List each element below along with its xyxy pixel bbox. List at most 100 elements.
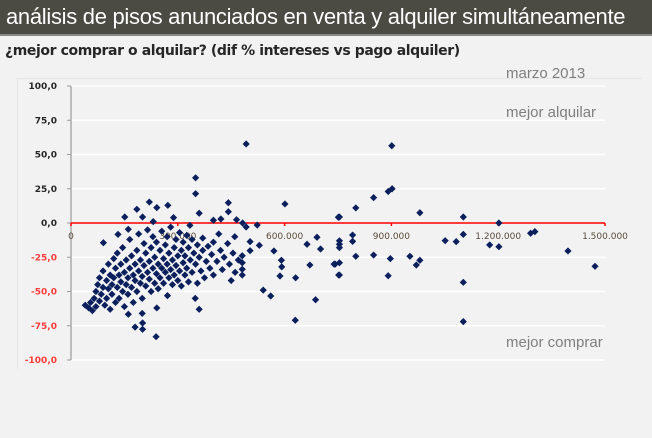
y-tick-label: 75,0: [35, 116, 57, 126]
data-point: [117, 278, 125, 286]
data-point: [277, 256, 285, 264]
data-point: [495, 219, 503, 227]
data-point: [164, 201, 172, 209]
data-point: [99, 283, 107, 291]
data-point: [143, 268, 152, 276]
data-point: [149, 264, 157, 272]
data-point: [153, 304, 161, 312]
x-tick-label: 0: [68, 232, 74, 242]
data-point: [169, 214, 178, 222]
data-point: [124, 310, 132, 318]
x-tick-label: 300.000: [159, 232, 196, 242]
data-point: [95, 274, 104, 282]
data-point: [384, 272, 392, 280]
data-point: [195, 253, 203, 261]
data-point: [246, 238, 254, 246]
data-point: [113, 249, 121, 257]
data-point: [246, 247, 254, 255]
data-point: [151, 253, 159, 261]
data-point: [138, 325, 147, 333]
data-point: [152, 238, 161, 246]
slide-title: análisis de pisos anunciados en venta y …: [6, 4, 626, 29]
data-point: [204, 242, 212, 250]
x-tick-label: 600.000: [266, 232, 303, 242]
data-point: [412, 261, 420, 269]
data-point: [232, 216, 241, 224]
y-tick-label: -50,0: [31, 288, 57, 298]
data-point: [159, 255, 168, 263]
data-point: [276, 272, 284, 280]
data-point: [564, 247, 572, 255]
data-point: [195, 209, 203, 217]
data-point: [215, 230, 223, 238]
data-point: [181, 271, 189, 279]
data-point: [192, 260, 200, 268]
data-point: [122, 256, 130, 264]
data-point: [238, 265, 246, 273]
data-point: [316, 245, 325, 253]
data-point: [124, 274, 132, 282]
data-point: [231, 268, 239, 276]
data-point: [120, 268, 128, 276]
data-point: [86, 298, 95, 307]
data-point: [129, 271, 137, 279]
data-point: [136, 256, 145, 264]
data-point: [190, 249, 198, 257]
data-point: [90, 294, 98, 302]
data-point: [591, 262, 599, 270]
data-point: [142, 249, 150, 257]
data-point: [121, 213, 129, 221]
data-point: [168, 256, 177, 264]
data-point: [216, 246, 225, 254]
data-point: [179, 238, 187, 246]
data-point: [348, 237, 357, 245]
data-point: [170, 271, 178, 279]
data-point: [199, 246, 207, 254]
data-point: [145, 275, 153, 283]
data-point: [193, 279, 201, 287]
data-point: [138, 272, 146, 281]
data-point: [126, 235, 134, 244]
data-point: [242, 223, 250, 231]
data-point: [119, 287, 127, 296]
data-point: [335, 271, 343, 279]
data-point: [242, 140, 250, 148]
data-point: [459, 278, 467, 286]
data-point: [92, 302, 100, 311]
data-point: [114, 230, 122, 238]
data-point: [259, 286, 267, 294]
data-point: [138, 319, 147, 327]
data-point: [352, 252, 360, 260]
data-point: [183, 231, 191, 239]
data-point: [303, 240, 311, 248]
data-point: [195, 305, 203, 313]
data-point: [335, 244, 344, 252]
data-point: [206, 264, 214, 272]
data-point: [110, 255, 118, 263]
data-point: [416, 209, 424, 217]
data-point: [99, 267, 107, 275]
data-point: [208, 250, 216, 259]
data-point: [131, 276, 139, 285]
data-point: [406, 252, 414, 260]
data-point: [225, 260, 234, 268]
data-point: [224, 199, 232, 207]
data-point: [158, 264, 166, 272]
data-point: [142, 282, 150, 290]
data-point: [99, 239, 107, 247]
x-tick-label: 1.200.000: [475, 232, 521, 242]
data-point: [124, 225, 132, 233]
data-point: [370, 251, 378, 259]
data-point: [149, 233, 157, 241]
data-point: [156, 246, 164, 254]
data-point: [163, 260, 171, 268]
data-point: [168, 281, 177, 289]
data-point: [193, 241, 201, 249]
data-point: [186, 221, 194, 229]
data-point: [311, 296, 320, 304]
data-point: [281, 200, 289, 208]
y-tick-label: 25,0: [35, 185, 57, 195]
data-point: [197, 267, 205, 275]
data-point: [459, 318, 467, 326]
data-point: [135, 230, 143, 238]
